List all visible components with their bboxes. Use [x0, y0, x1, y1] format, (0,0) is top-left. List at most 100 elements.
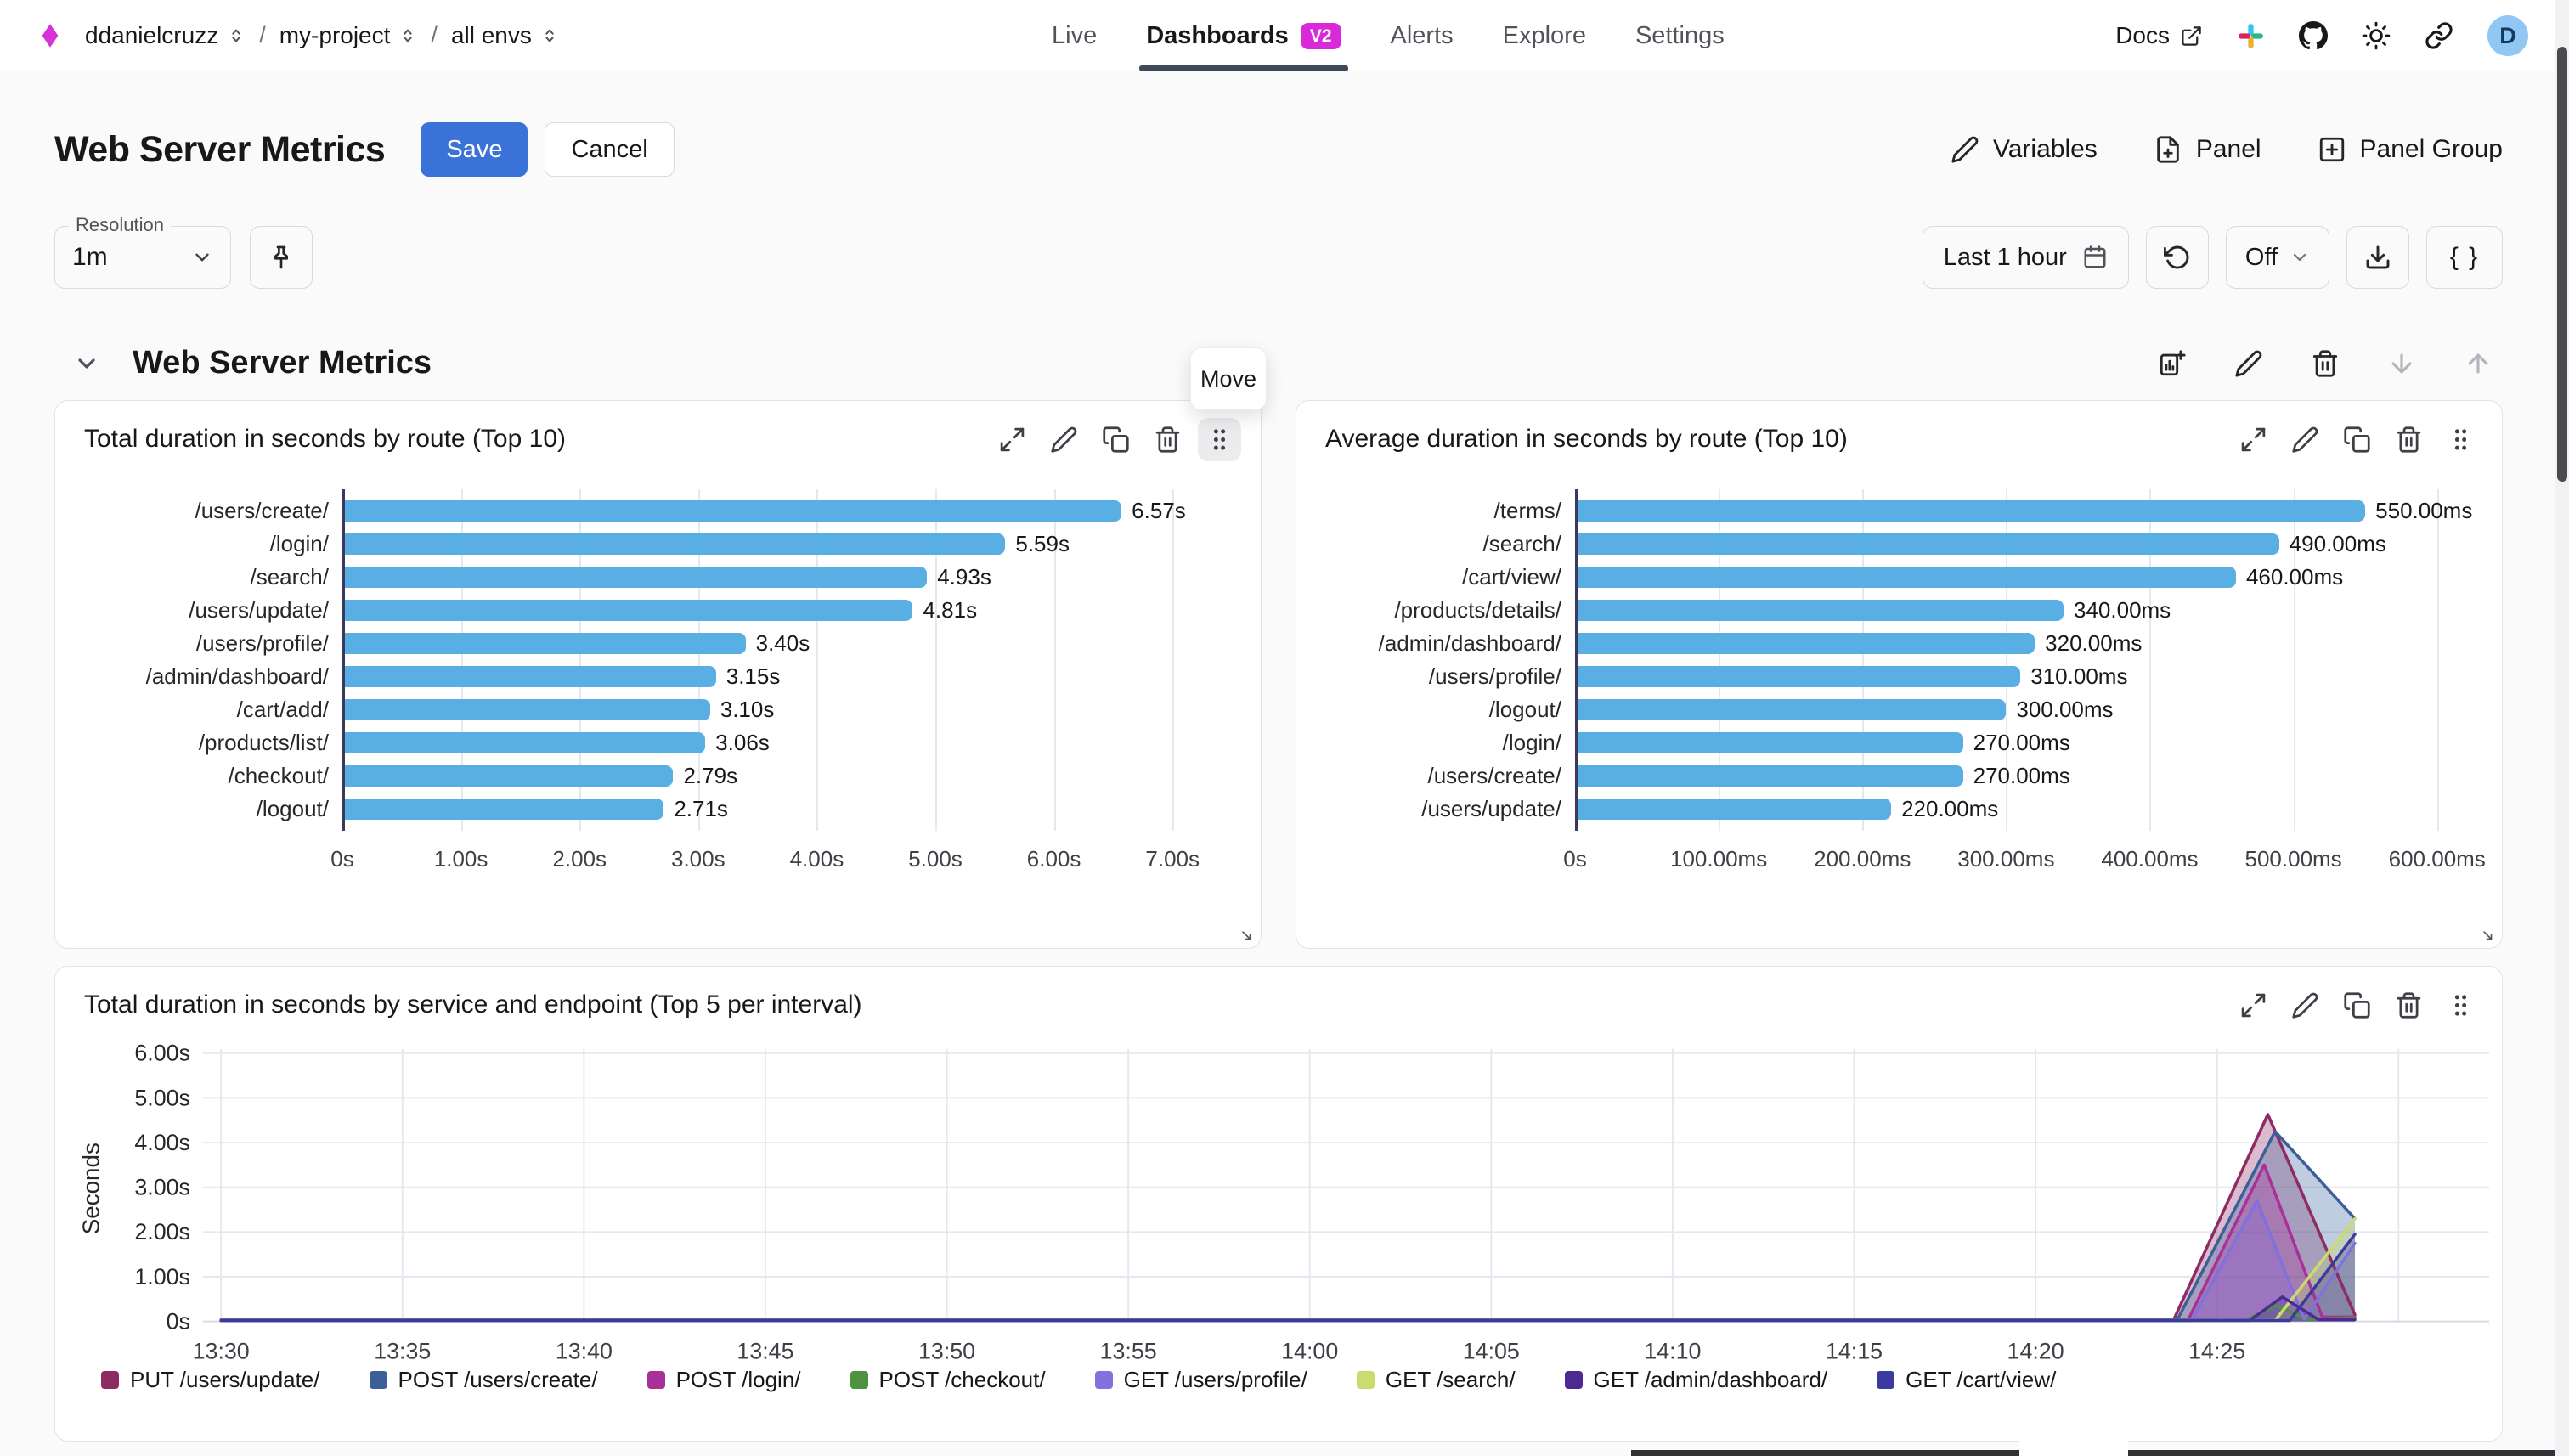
pin-button[interactable]	[250, 226, 313, 289]
gridline	[816, 489, 819, 831]
time-range-button[interactable]: Last 1 hour	[1922, 226, 2129, 289]
link-icon[interactable]	[2425, 21, 2453, 50]
bar[interactable]	[1575, 699, 2007, 720]
legend-item[interactable]: POST /login/	[646, 1367, 801, 1393]
bar[interactable]	[1575, 567, 2236, 588]
move-group-down-icon[interactable]	[2387, 349, 2416, 378]
bar[interactable]	[1575, 666, 2021, 687]
top-nav: ddanielcruzz / my-project / all envs Liv…	[0, 0, 2569, 71]
bar-row: 2.79s	[342, 759, 1232, 793]
theme-sun-icon[interactable]	[2362, 21, 2391, 50]
legend-label: GET /cart/view/	[1906, 1367, 2057, 1393]
duplicate-panel-icon[interactable]	[2343, 991, 2371, 1019]
bar[interactable]	[342, 633, 746, 654]
panel-title: Total duration in seconds by service and…	[84, 990, 862, 1019]
page-scrollbar-thumb[interactable]	[2557, 47, 2567, 482]
delete-group-icon[interactable]	[2311, 349, 2340, 378]
auto-refresh-select[interactable]: Off	[2225, 226, 2329, 289]
expand-panel-icon[interactable]	[2239, 991, 2267, 1019]
breadcrumb-org[interactable]: ddanielcruzz	[85, 22, 246, 49]
collapse-chevron-icon[interactable]	[73, 350, 100, 377]
variables-button[interactable]: Variables	[1951, 135, 2098, 164]
tab-live[interactable]: Live	[1052, 21, 1098, 49]
auto-refresh-value: Off	[2244, 243, 2278, 271]
move-tooltip: Move	[1190, 347, 1267, 410]
bar[interactable]	[342, 765, 674, 787]
tab-explore[interactable]: Explore	[1502, 21, 1586, 49]
bar[interactable]	[1575, 799, 1892, 820]
legend-item[interactable]: PUT /users/update/	[101, 1367, 320, 1393]
refresh-button[interactable]	[2145, 226, 2209, 289]
bar[interactable]	[342, 500, 1122, 522]
expand-panel-icon[interactable]	[998, 426, 1026, 454]
add-panel-group-button[interactable]: Panel Group	[2318, 135, 2503, 164]
edit-group-icon[interactable]	[2234, 349, 2263, 378]
legend-item[interactable]: GET /users/profile/	[1094, 1367, 1307, 1393]
duplicate-panel-icon[interactable]	[1102, 426, 1130, 454]
bar-row: 550.00ms	[1575, 494, 2473, 528]
series-line[interactable]	[219, 1233, 2357, 1323]
breadcrumb-separator: /	[431, 22, 438, 48]
chart-legend: PUT /users/update/POST /users/create/POS…	[101, 1367, 2502, 1393]
updown-icon	[398, 26, 417, 45]
edit-panel-icon[interactable]	[2291, 991, 2319, 1019]
duplicate-panel-icon[interactable]	[2343, 426, 2371, 454]
updown-icon	[540, 26, 559, 45]
legend-item[interactable]: POST /users/create/	[369, 1367, 598, 1393]
bar[interactable]	[1575, 765, 1963, 787]
expand-panel-icon[interactable]	[2239, 426, 2267, 454]
tab-dashboards[interactable]: Dashboards V2	[1139, 0, 1348, 71]
bar[interactable]	[342, 799, 664, 820]
breadcrumb-env[interactable]: all envs	[451, 22, 559, 49]
panel-group-actions	[2158, 349, 2493, 378]
save-button[interactable]: Save	[421, 122, 528, 177]
legend-item[interactable]: GET /admin/dashboard/	[1564, 1367, 1827, 1393]
resize-handle-icon[interactable]	[2476, 924, 2493, 941]
edit-panel-icon[interactable]	[1050, 426, 1078, 454]
legend-item[interactable]: GET /search/	[1356, 1367, 1516, 1393]
legend-item[interactable]: POST /checkout/	[850, 1367, 1046, 1393]
tab-alerts[interactable]: Alerts	[1390, 21, 1454, 49]
github-icon[interactable]	[2299, 21, 2328, 50]
delete-panel-icon[interactable]	[2395, 991, 2423, 1019]
move-group-up-icon[interactable]	[2464, 349, 2493, 378]
bar[interactable]	[1575, 633, 2035, 654]
bar[interactable]	[342, 567, 928, 588]
docs-link[interactable]: Docs	[2115, 22, 2203, 49]
edit-panel-icon[interactable]	[2291, 426, 2319, 454]
json-view-button[interactable]: { }	[2426, 226, 2503, 289]
tab-settings[interactable]: Settings	[1635, 21, 1725, 49]
bar[interactable]	[342, 600, 913, 621]
bar[interactable]	[1575, 732, 1963, 753]
bar[interactable]	[342, 699, 710, 720]
breadcrumb-project[interactable]: my-project	[279, 22, 418, 49]
resolution-select[interactable]: Resolution 1m	[54, 214, 231, 289]
panel-header: Average duration in seconds by route (To…	[1296, 401, 2502, 454]
user-avatar[interactable]: D	[2487, 15, 2528, 56]
delete-panel-icon[interactable]	[2395, 426, 2423, 454]
file-plus-icon	[2154, 135, 2182, 164]
breadcrumb-env-label: all envs	[450, 21, 532, 48]
x-axis-tick-label: 300.00ms	[1957, 846, 2055, 872]
slack-icon[interactable]	[2237, 22, 2265, 50]
bar[interactable]	[1575, 500, 2366, 522]
drag-handle-icon[interactable]	[2447, 991, 2475, 1019]
legend-label: POST /users/create/	[398, 1367, 598, 1393]
y-axis-tick-label: 4.00s	[134, 1130, 190, 1155]
download-button[interactable]	[2346, 226, 2409, 289]
delete-panel-icon[interactable]	[1154, 426, 1182, 454]
drag-handle-icon[interactable]	[2447, 426, 2475, 454]
add-chart-icon[interactable]	[2158, 349, 2187, 378]
page-title: Web Server Metrics	[54, 128, 386, 170]
resize-handle-icon[interactable]	[1235, 924, 1252, 941]
cancel-button[interactable]: Cancel	[545, 122, 675, 177]
bar[interactable]	[1575, 600, 2064, 621]
bar[interactable]	[342, 666, 716, 687]
bar[interactable]	[1575, 533, 2279, 555]
bar[interactable]	[342, 533, 1006, 555]
refresh-icon	[2163, 244, 2191, 271]
add-panel-button[interactable]: Panel	[2154, 135, 2261, 164]
bar[interactable]	[342, 732, 706, 753]
drag-handle-icon[interactable]	[1198, 417, 1241, 461]
legend-item[interactable]: GET /cart/view/	[1877, 1367, 2056, 1393]
